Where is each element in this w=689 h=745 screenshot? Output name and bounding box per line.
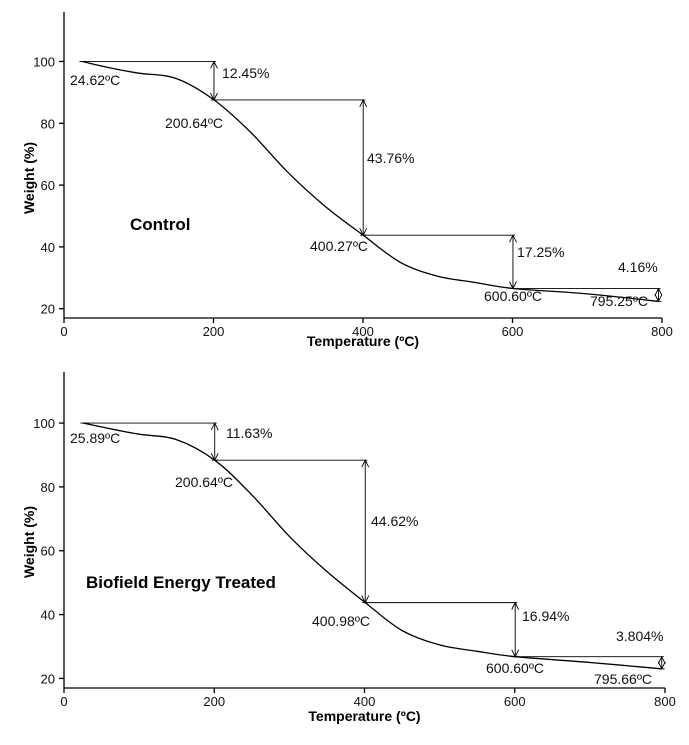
chart1-arrow-up-icon <box>210 60 218 69</box>
chart2-step-label: 3.804% <box>616 628 663 644</box>
chart2-x-tick-label: 800 <box>654 694 676 709</box>
chart1-temperature-label: 600.60ºC <box>484 288 542 304</box>
chart1-arrow-up-icon <box>359 98 368 108</box>
chart2-step-label: 11.63% <box>226 425 272 441</box>
chart2-x-tick-label: 200 <box>203 694 225 709</box>
chart2-y-tick-label: 100 <box>33 416 55 431</box>
chart1-temperature-label: 24.62ºC <box>70 72 120 88</box>
chart2-x-axis-title: Temperature (ºC) <box>308 708 420 724</box>
chart1-y-tick-label: 80 <box>41 116 55 131</box>
chart2-y-axis-title: Weight (%) <box>21 506 37 578</box>
chart2-temperature-label: 400.98ºC <box>312 613 370 629</box>
chart1-arrow-down-icon <box>509 281 517 290</box>
chart2-y-tick-label: 60 <box>41 544 55 559</box>
chart2-arrow-up-icon <box>511 601 520 610</box>
chart2-x-tick-label: 600 <box>504 694 526 709</box>
chart2-arrow-up-icon <box>210 422 219 431</box>
chart2-temperature-label: 200.64ºC <box>175 474 233 490</box>
chart1-temperature-label: 200.64ºC <box>165 115 223 131</box>
chart1-arrow-up-icon <box>509 234 517 243</box>
chart2-arrow-up-icon <box>657 655 666 664</box>
chart1-y-tick-label: 100 <box>33 54 55 69</box>
chart1-step-label: 43.76% <box>367 150 414 166</box>
chart1-step-label: 12.45% <box>222 65 269 81</box>
chart1-y-axis-title: Weight (%) <box>21 142 37 214</box>
chart1-x-tick-label: 800 <box>651 324 673 339</box>
chart2-arrow-down-icon <box>657 661 666 670</box>
chart2-x-tick-label: 400 <box>354 694 376 709</box>
chart1-arrow-down-icon <box>654 294 663 303</box>
chart2-temperature-label: 25.89ºC <box>70 430 120 446</box>
chart1-arrow-up-icon <box>654 287 663 296</box>
chart2-arrow-down-icon <box>361 595 370 604</box>
chart1-temperature-label: 400.27ºC <box>310 238 368 254</box>
chart1-step-label: 17.25% <box>517 244 564 260</box>
chart2-temperature-label: 795.66ºC <box>594 671 652 687</box>
chart1-step-label: 4.16% <box>618 259 658 275</box>
chart2-temperature-label: 600.60ºC <box>486 660 544 676</box>
chart2-step-label: 44.62% <box>371 513 418 529</box>
chart1-x-axis-title: Temperature (ºC) <box>307 333 419 349</box>
chart1-x-tick-label: 600 <box>502 324 524 339</box>
chart2-weight-curve <box>83 422 662 670</box>
chart2-y-tick-label: 40 <box>41 608 55 623</box>
chart1-x-tick-label: 0 <box>60 324 67 339</box>
chart1-arrow-down-icon <box>210 92 218 101</box>
chart2-panel-title: Biofield Energy Treated <box>86 573 276 592</box>
chart2-arrow-up-icon <box>361 459 370 468</box>
chart2-x-tick-label: 0 <box>60 694 67 709</box>
chart2-y-tick-label: 80 <box>41 480 55 495</box>
chart1-y-tick-label: 40 <box>41 240 55 255</box>
chart2-step-label: 16.94% <box>522 608 569 624</box>
chart2-y-tick-label: 20 <box>41 671 55 686</box>
chart1-x-tick-label: 200 <box>203 324 225 339</box>
chart1-weight-curve <box>82 60 659 303</box>
chart1-x-tick-label: 400 <box>352 324 374 339</box>
chart1-y-tick-label: 20 <box>41 302 55 317</box>
chart1-panel-title: Control <box>130 215 190 234</box>
chart1-y-tick-label: 60 <box>41 178 55 193</box>
chart1-temperature-label: 795.25ºC <box>590 293 648 309</box>
